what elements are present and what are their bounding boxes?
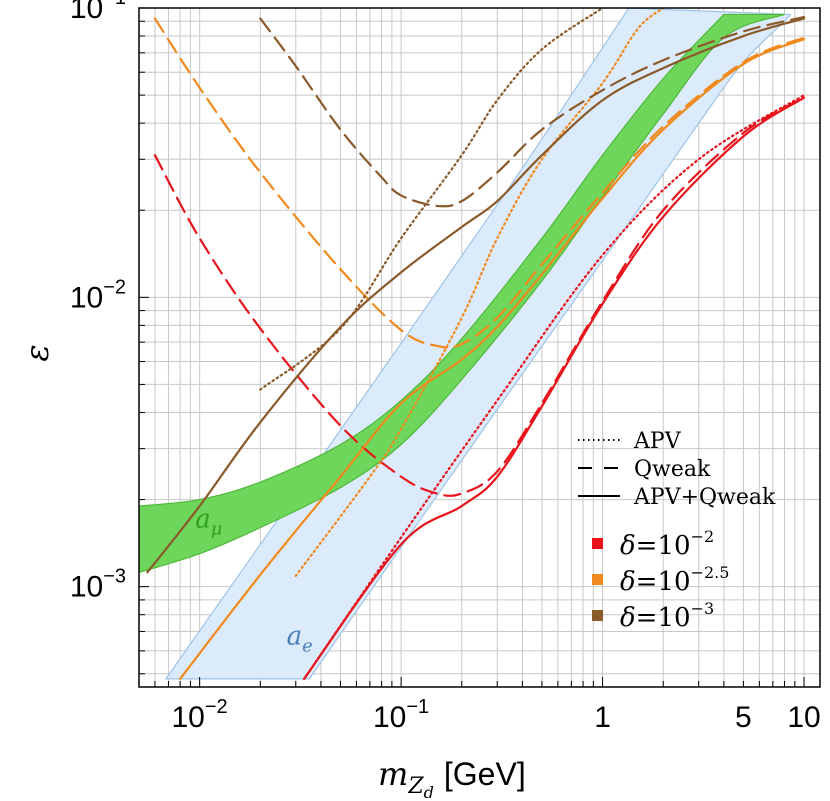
x-tick-label: 10 [787,701,820,734]
curve-delta_2_5-dashed [153,17,806,349]
x-axis-label: mZd[GeV] [378,755,526,801]
legend: APV Qweak APV+Qweak δ=10−2δ=10−2.5δ=10−3 [578,429,776,633]
x-tick-label: 10−1 [373,696,429,734]
ticks [138,7,805,687]
legend-label: APV+Qweak [633,485,776,510]
curve-delta_3-solid [146,17,806,574]
x-tick-label: 5 [735,701,752,734]
y-tick-label: 10−2 [70,276,126,314]
curve-delta_2-dashed [153,96,806,497]
x-tick-label: 10−2 [172,696,228,734]
tick-labels: 10−2 10−1 1 5 10 10−3 10−2 10−1 [70,0,821,734]
curve-delta_2_5-dotted [294,8,665,577]
curve-delta_3-dashed [259,16,806,208]
band-label-amu: aμ [195,505,222,540]
legend-swatch [592,574,603,585]
curve-delta_2-solid [303,96,806,680]
curve-delta_2-dotted [303,94,806,680]
band-amu [139,13,785,574]
band-labels: aμ ae [195,505,313,657]
bands [139,8,792,680]
band-label-ae: ae [287,622,313,657]
legend-delta-label: δ=10−2.5 [620,563,729,597]
curve-delta_2_5-solid [179,38,806,680]
legend-label: APV [633,429,682,454]
legend-swatch [592,538,603,549]
curves [146,8,806,680]
y-axis-label: ε [18,344,56,361]
y-tick-label: 10−3 [70,566,126,604]
legend-delta-label: δ=10−3 [620,599,714,633]
legend-label: Qweak [634,457,711,482]
plot-frame [138,7,821,688]
x-tick-label: 1 [594,701,611,734]
y-tick-label: 10−1 [70,0,126,25]
legend-delta-label: δ=10−2 [620,527,714,561]
legend-swatch [592,610,603,621]
